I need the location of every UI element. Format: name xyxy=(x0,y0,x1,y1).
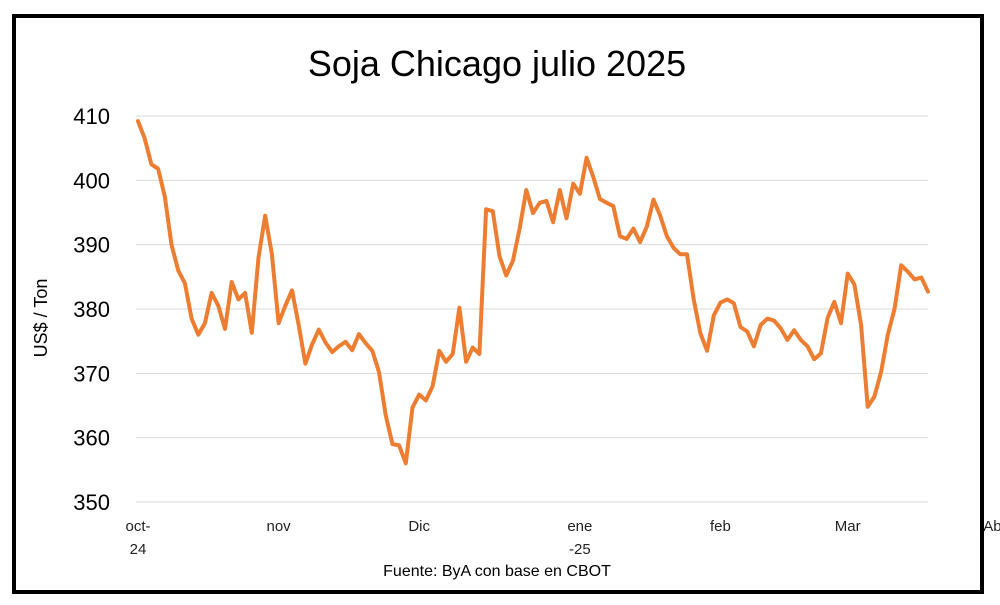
chart-frame xyxy=(12,14,984,594)
y-tick-label: 360 xyxy=(73,426,110,451)
x-tick-label: feb xyxy=(710,518,731,535)
x-tick-label-line2: 24 xyxy=(130,541,147,558)
x-tick-label: nov xyxy=(266,518,291,535)
gridlines xyxy=(136,115,928,503)
x-tick-label: Mar xyxy=(835,518,861,535)
x-axis-ticks: oct- 24 nov Dic ene -25 feb Mar Abr xyxy=(125,518,1000,558)
x-tick-label: oct- xyxy=(125,518,150,535)
y-tick-label: 390 xyxy=(73,233,110,258)
y-axis-label: US$ / Ton xyxy=(31,279,51,358)
x-tick-label-line2: -25 xyxy=(569,541,591,558)
chart-title: Soja Chicago julio 2025 xyxy=(308,43,686,84)
x-tick-label: Abr xyxy=(983,518,1000,535)
series-layer xyxy=(136,119,930,466)
y-axis-ticks: 350 360 370 380 390 400 410 xyxy=(73,104,110,515)
x-tick-label: ene xyxy=(567,518,592,535)
y-tick-label: 410 xyxy=(73,104,110,129)
y-tick-label: 400 xyxy=(73,168,110,193)
source-note: Fuente: ByA con base en CBOT xyxy=(383,563,611,580)
y-tick-label: 380 xyxy=(73,297,110,322)
y-tick-label: 370 xyxy=(73,361,110,386)
x-tick-label: Dic xyxy=(408,518,430,535)
y-tick-label: 350 xyxy=(73,490,110,515)
series-line xyxy=(136,119,930,466)
